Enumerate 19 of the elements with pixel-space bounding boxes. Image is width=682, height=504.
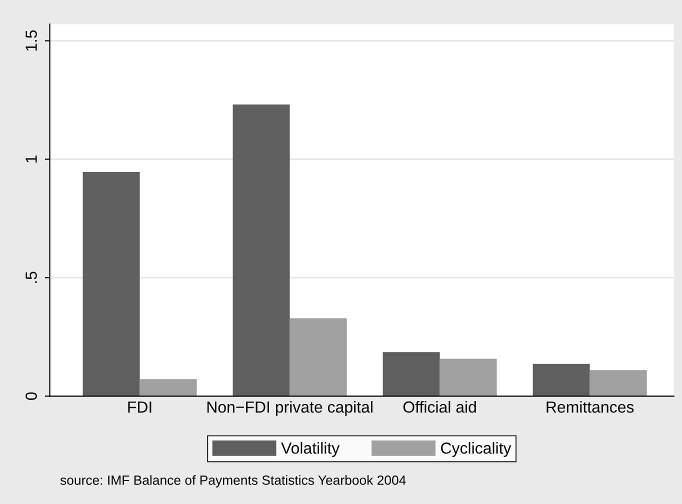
legend-label: Volatility [281,442,340,457]
y-tick-label: .5 [26,272,37,283]
bar [140,379,197,396]
bar [590,370,647,396]
legend-label: Cyclicality [441,442,512,457]
bar [532,364,590,396]
source-note: source: IMF Balance of Payments Statistics Yearbook 2004 [60,475,406,488]
y-tick-label: 0 [26,392,37,400]
bar [232,104,290,396]
x-tick-label: Non−FDI private capital [207,401,372,416]
bar [382,352,440,396]
x-tick-label: Remittances [546,401,634,413]
y-tick-label: 1.5 [26,30,37,51]
bar [290,318,347,396]
y-tick-label: 1 [26,156,37,162]
x-tick-label: FDI [128,402,152,413]
x-tick-label: Official aid [403,401,476,413]
bar [440,358,497,396]
bar [82,172,140,396]
